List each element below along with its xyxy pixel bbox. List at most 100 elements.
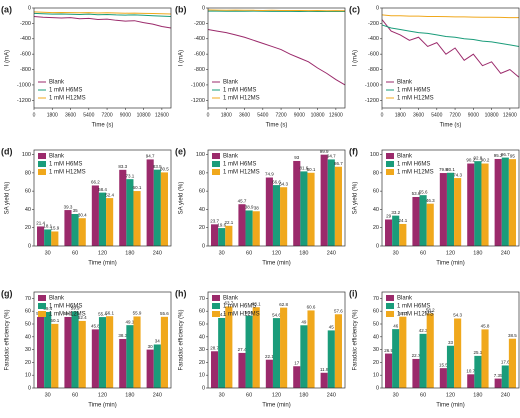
bar xyxy=(160,172,168,246)
y-tick-label: 20 xyxy=(199,225,205,231)
legend-swatch xyxy=(386,311,394,317)
series-line xyxy=(33,15,172,29)
bar xyxy=(211,351,219,388)
value-label: 90.2 xyxy=(466,158,475,163)
x-axis-title: Time (s) xyxy=(440,123,462,129)
value-label: 54.7 xyxy=(217,312,226,317)
x-tick-label: 240 xyxy=(327,392,336,398)
value-label: 80.1 xyxy=(307,167,316,172)
y-tick-label: 0 xyxy=(202,385,205,391)
x-axis-title: Time (s) xyxy=(266,123,288,129)
legend-label: 1 mM H12MS xyxy=(397,312,434,318)
legend-label: Blank xyxy=(223,154,239,160)
value-label: 27.4 xyxy=(238,347,247,352)
legend-swatch xyxy=(212,161,220,167)
x-tick-label: 30 xyxy=(45,392,51,398)
bar xyxy=(454,178,462,246)
legend-swatch xyxy=(212,153,220,159)
y-tick-label: 40 xyxy=(25,207,31,213)
value-label: 62.8 xyxy=(279,302,288,307)
legend-label: Blank xyxy=(49,154,65,160)
value-label: 38.5 xyxy=(508,333,517,338)
bar xyxy=(252,307,260,388)
y-tick-label: 0 xyxy=(202,5,205,11)
y-tick-label: 50 xyxy=(373,321,379,327)
value-label: 33.2 xyxy=(391,210,400,215)
bar xyxy=(238,352,246,388)
x-tick-label: 60 xyxy=(246,250,252,256)
value-label: 66.6 xyxy=(272,179,281,184)
y-tick-label: -1200 xyxy=(365,98,379,104)
value-label: 35 xyxy=(73,208,79,213)
bar xyxy=(51,323,59,388)
bar xyxy=(412,196,420,246)
value-label: 60.6 xyxy=(307,305,316,310)
bar xyxy=(385,219,393,246)
bar xyxy=(439,368,447,388)
y-tick-label: 100 xyxy=(22,152,31,158)
legend-label: 1 mM H12MS xyxy=(223,312,260,318)
bar xyxy=(446,172,455,246)
x-tick-label: 9000 xyxy=(120,112,131,118)
legend-swatch xyxy=(212,303,220,309)
y-tick-label: 80 xyxy=(25,170,31,176)
x-axis-title: Time (min) xyxy=(436,261,464,267)
x-tick-label: 3600 xyxy=(413,112,424,118)
value-label: 80.1 xyxy=(446,167,455,172)
bar xyxy=(439,173,447,246)
bar xyxy=(327,330,335,388)
x-tick-label: 10800 xyxy=(311,112,325,118)
value-label: 96.7 xyxy=(501,152,510,157)
panel-label: (c) xyxy=(349,4,360,14)
value-label: 80.5 xyxy=(160,167,169,172)
value-label: 7.35 xyxy=(494,373,503,378)
value-label: 23.7 xyxy=(210,219,219,224)
value-label: 18.1 xyxy=(43,224,52,229)
y-tick-label: 0 xyxy=(202,243,205,249)
y-tick-label: 40 xyxy=(199,207,205,213)
value-label: 55.6 xyxy=(160,311,169,316)
bar xyxy=(508,159,516,246)
bar xyxy=(481,163,489,246)
value-label: 59.4 xyxy=(43,306,52,311)
x-tick-label: 240 xyxy=(153,392,162,398)
y-tick-label: 50 xyxy=(25,321,31,327)
bar xyxy=(106,316,114,388)
value-label: 45.8 xyxy=(481,324,490,329)
value-label: 63.1 xyxy=(252,301,261,306)
bar xyxy=(160,316,168,388)
y-axis-title: I (mA) xyxy=(353,50,359,66)
x-tick-label: 120 xyxy=(98,250,107,256)
plot-frame xyxy=(33,291,172,389)
x-tick-label: 60 xyxy=(246,392,252,398)
bar xyxy=(300,325,308,388)
bar xyxy=(399,223,407,246)
value-label: 59.9 xyxy=(71,306,80,311)
bar xyxy=(467,163,475,246)
x-tick-label: 240 xyxy=(327,250,336,256)
value-label: 53.6 xyxy=(412,191,421,196)
legend-label: Blank xyxy=(397,296,413,302)
bar xyxy=(272,185,281,246)
y-tick-label: 40 xyxy=(373,334,379,340)
y-tick-label: -400 xyxy=(368,36,379,42)
bar xyxy=(467,374,475,388)
value-label: 54.6 xyxy=(272,312,281,317)
y-tick-label: 30 xyxy=(199,347,205,353)
value-label: 11.9 xyxy=(320,367,329,372)
value-label: 42.3 xyxy=(419,328,428,333)
bar xyxy=(392,215,400,246)
legend-label: 1 mM H6MS xyxy=(223,304,256,310)
series-line xyxy=(381,19,520,78)
bar xyxy=(419,195,427,246)
x-axis-title: Time (min) xyxy=(88,261,116,267)
value-label: 90.2 xyxy=(481,158,490,163)
bar xyxy=(399,316,407,388)
panel-label: (f) xyxy=(349,146,358,156)
x-tick-label: 180 xyxy=(299,392,308,398)
y-tick-label: 0 xyxy=(28,5,31,11)
bar xyxy=(481,329,489,388)
y-tick-label: 0 xyxy=(376,385,379,391)
x-tick-label: 0 xyxy=(381,112,384,118)
legend-swatch xyxy=(38,169,46,175)
